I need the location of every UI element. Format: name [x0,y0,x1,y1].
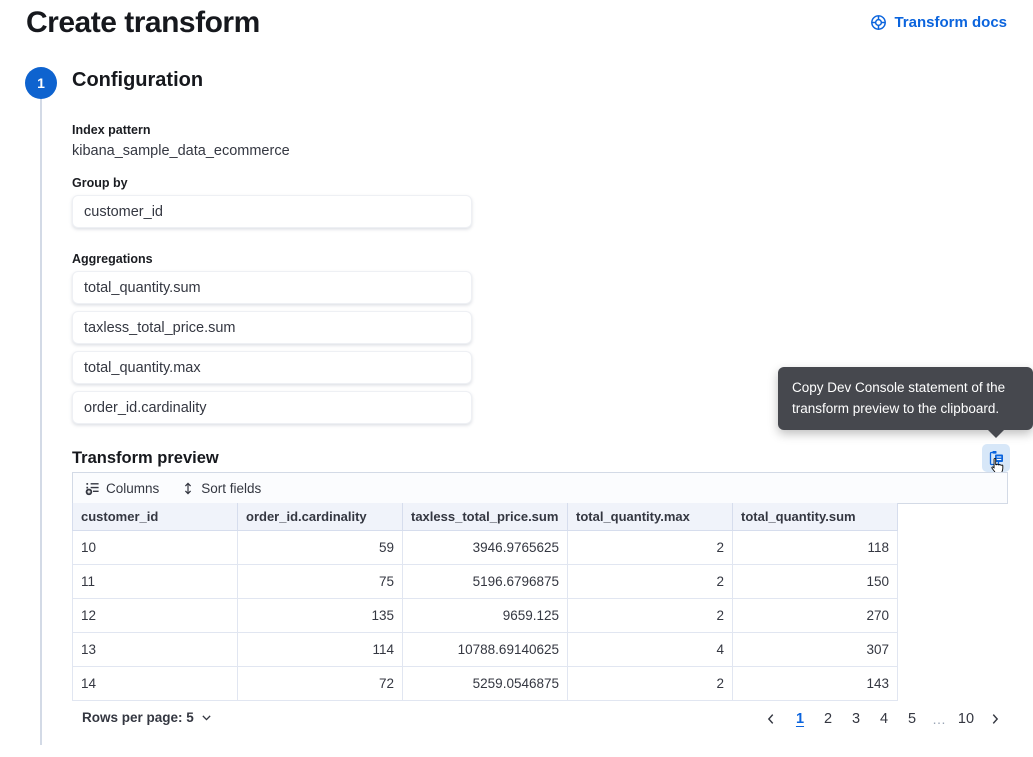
index-pattern-label: Index pattern [72,123,151,137]
transform-preview-title: Transform preview [72,449,219,467]
column-header-taxless-total-price-sum[interactable]: taxless_total_price.sum [402,503,568,531]
cell: 5259.0546875 [402,666,568,701]
cell: 2 [567,530,733,565]
cell: 143 [732,666,898,701]
aggregation-item[interactable]: taxless_total_price.sum [72,311,472,344]
cell: 75 [237,564,403,599]
clipboard-copy-icon [988,450,1004,466]
cell: 9659.125 [402,598,568,633]
page-button-5[interactable]: 5 [900,706,924,732]
cell: 118 [732,530,898,565]
copy-to-clipboard-button[interactable] [982,444,1010,472]
chevron-left-icon [767,714,774,724]
table-row: 10 59 3946.9765625 2 118 [72,530,898,565]
rows-per-page-button[interactable]: Rows per page: 5 [82,710,213,725]
step-title: Configuration [72,69,204,91]
column-header-order-id-cardinality[interactable]: order_id.cardinality [237,503,403,531]
cell: 5196.6796875 [402,564,568,599]
column-header-total-quantity-sum[interactable]: total_quantity.sum [732,503,898,531]
rows-per-page-label: Rows per page: 5 [82,710,194,725]
cell: 2 [567,666,733,701]
cell: 10 [72,530,238,565]
aggregation-item[interactable]: total_quantity.sum [72,271,472,304]
page-title: Create transform [26,6,260,39]
page-button-3[interactable]: 3 [844,706,868,732]
columns-button[interactable]: Columns [85,481,159,496]
pagination: 1 2 3 4 5 … 10 [758,706,1008,732]
sort-fields-button-label: Sort fields [201,480,262,496]
cell: 10788.69140625 [402,632,568,667]
chevron-right-icon [992,714,999,724]
group-by-item[interactable]: customer_id [72,195,472,228]
table-row: 12 135 9659.125 2 270 [72,598,898,633]
transform-preview-table: customer_id order_id.cardinality taxless… [72,503,898,701]
cell: 11 [72,564,238,599]
cell: 2 [567,598,733,633]
cell: 14 [72,666,238,701]
documentation-icon [870,14,887,31]
cell: 150 [732,564,898,599]
transform-docs-label: Transform docs [894,14,1007,31]
sort-fields-button[interactable]: Sort fields [181,481,261,496]
sort-arrows-icon [181,481,195,496]
step-number-badge[interactable]: 1 [25,67,57,99]
cell: 270 [732,598,898,633]
cell: 72 [237,666,403,701]
cell: 307 [732,632,898,667]
column-header-customer-id[interactable]: customer_id [72,503,238,531]
cell: 12 [72,598,238,633]
next-page-button[interactable] [982,710,1008,728]
previous-page-button[interactable] [758,710,784,728]
aggregation-item[interactable]: order_id.cardinality [72,391,472,424]
cell: 2 [567,564,733,599]
cell: 13 [72,632,238,667]
chevron-down-icon [200,711,213,724]
cell: 4 [567,632,733,667]
table-row: 11 75 5196.6796875 2 150 [72,564,898,599]
transform-docs-link[interactable]: Transform docs [870,14,1007,31]
page-button-1[interactable]: 1 [788,706,812,732]
cell: 3946.9765625 [402,530,568,565]
column-header-total-quantity-max[interactable]: total_quantity.max [567,503,733,531]
page-button-4[interactable]: 4 [872,706,896,732]
table-row: 13 114 10788.69140625 4 307 [72,632,898,667]
columns-button-label: Columns [106,480,160,496]
datagrid-toolbar: Columns Sort fields [72,472,1008,504]
tooltip-arrow [987,429,1005,438]
index-pattern-value: kibana_sample_data_ecommerce [72,143,290,159]
page-button-10[interactable]: 10 [954,706,978,732]
aggregation-item[interactable]: total_quantity.max [72,351,472,384]
copy-clipboard-tooltip: Copy Dev Console statement of the transf… [778,367,1033,430]
aggregations-label: Aggregations [72,252,153,266]
page-button-2[interactable]: 2 [816,706,840,732]
pagination-ellipsis: … [932,711,946,727]
table-row: 14 72 5259.0546875 2 143 [72,666,898,701]
group-by-label: Group by [72,176,128,190]
cell: 114 [237,632,403,667]
step-progress-line [40,99,42,745]
cell: 135 [237,598,403,633]
cell: 59 [237,530,403,565]
table-header-row: customer_id order_id.cardinality taxless… [72,503,898,531]
columns-list-add-icon [85,481,100,496]
